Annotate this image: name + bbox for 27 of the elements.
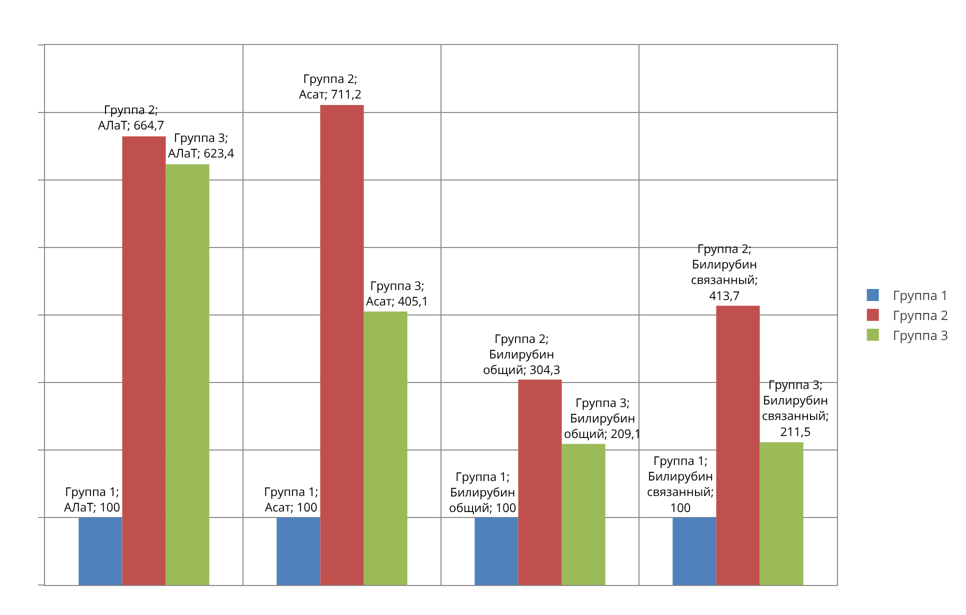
- data-label: Группа 2; Билирубин общий; 304,3: [483, 330, 560, 378]
- data-label: Группа 1; Билирубин связанный; 100: [647, 452, 714, 516]
- bar: [716, 306, 760, 585]
- data-label: Группа 2; Асат; 711,2: [299, 70, 362, 103]
- bar: [672, 518, 716, 585]
- data-label: Группа 3; Билирубин общий; 209,1: [564, 394, 642, 442]
- data-label: Группа 1; Асат; 100: [264, 483, 318, 516]
- bar: [78, 518, 122, 585]
- data-label: Группа 2; АЛаТ; 664,7: [98, 101, 164, 134]
- data-label: Группа 3; Асат; 405,1: [366, 277, 428, 310]
- data-label: Группа 1; Билирубин общий; 100: [449, 468, 516, 516]
- bar: [760, 442, 804, 585]
- bar: [276, 518, 320, 585]
- bar: [320, 104, 364, 585]
- data-label: Группа 3; АЛаТ; 623,4: [168, 129, 234, 162]
- legend-label: Группа 1: [892, 286, 948, 304]
- data-label: Группа 1; АЛаТ; 100: [64, 483, 120, 516]
- bar: [166, 164, 210, 585]
- bar: [518, 380, 562, 585]
- bar: [562, 444, 606, 585]
- legend-label: Группа 3: [892, 326, 948, 344]
- bar: [474, 518, 518, 585]
- legend-label: Группа 2: [892, 306, 948, 324]
- bar: [122, 136, 166, 585]
- data-label: Группа 3; Билирубин связанный; 211,5: [762, 376, 829, 440]
- data-label: Группа 2; Билирубин связанный; 413,7: [691, 240, 758, 304]
- bar: [364, 312, 408, 585]
